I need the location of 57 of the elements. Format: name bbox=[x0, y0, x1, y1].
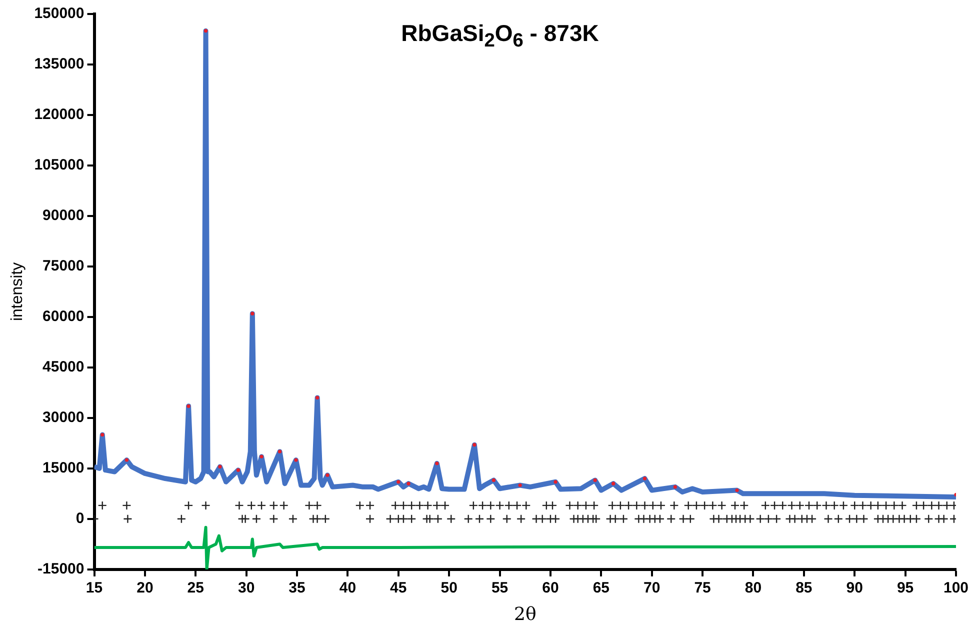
x-tick-label: 85 bbox=[796, 580, 812, 597]
point bbox=[554, 480, 558, 484]
x-tick-label: 40 bbox=[339, 580, 356, 597]
y-tick-label: 90000 bbox=[42, 207, 84, 224]
x-tick-label: 25 bbox=[187, 580, 204, 597]
x-tick-label: 70 bbox=[644, 580, 660, 597]
x-tick-label: 35 bbox=[288, 580, 306, 597]
point bbox=[642, 476, 647, 480]
y-tick-label: 60000 bbox=[42, 308, 84, 326]
point bbox=[326, 473, 330, 477]
y-tick-label: -15000 bbox=[38, 560, 84, 578]
point bbox=[435, 462, 439, 466]
point bbox=[518, 483, 522, 488]
point bbox=[406, 482, 410, 486]
y-tick-label: 30000 bbox=[42, 409, 84, 426]
point bbox=[100, 432, 104, 437]
y-tick-label: 135000 bbox=[34, 56, 84, 73]
point bbox=[236, 468, 240, 472]
point bbox=[294, 458, 298, 462]
point bbox=[260, 454, 264, 458]
point bbox=[250, 312, 254, 316]
x-tick-label: 45 bbox=[390, 580, 407, 597]
point bbox=[218, 464, 222, 469]
chart-title: RbGaSi$_{2}$O$_{6}$ - 873K bbox=[400, 20, 600, 53]
point bbox=[612, 482, 616, 486]
y-tick-label: 120000 bbox=[34, 106, 84, 124]
y-tick-label: 105000 bbox=[34, 156, 84, 174]
point bbox=[396, 480, 400, 484]
x-tick-label: 65 bbox=[592, 580, 610, 597]
point bbox=[124, 458, 128, 462]
x-tick-label: 15 bbox=[86, 580, 103, 597]
point bbox=[472, 443, 476, 447]
y-axis-title: intensity bbox=[9, 262, 26, 322]
x-tick-label: 95 bbox=[896, 580, 914, 597]
x-tick-label: 55 bbox=[491, 580, 508, 597]
point bbox=[278, 450, 282, 454]
y-tick-label: 0 bbox=[76, 510, 84, 528]
x-tick-label: 100 bbox=[943, 580, 969, 597]
x-tick-label: 20 bbox=[136, 580, 154, 597]
x-tick-label: 60 bbox=[542, 580, 559, 597]
y-tick-label: 45000 bbox=[42, 358, 84, 376]
point bbox=[204, 29, 208, 33]
point bbox=[315, 396, 320, 400]
x-tick-label: 50 bbox=[440, 580, 458, 597]
x-tick-label: 80 bbox=[744, 580, 762, 597]
y-tick-label: 150000 bbox=[34, 5, 84, 22]
point bbox=[593, 478, 597, 482]
x-axis-title: 2θ bbox=[514, 604, 536, 625]
x-tick-label: 90 bbox=[846, 580, 863, 597]
x-tick-label: 30 bbox=[238, 580, 255, 597]
point bbox=[735, 488, 739, 492]
point bbox=[186, 404, 190, 408]
y-tick-label: 75000 bbox=[42, 258, 84, 275]
x-tick-label: 75 bbox=[694, 580, 711, 597]
point bbox=[492, 478, 496, 482]
point bbox=[673, 485, 677, 489]
y-tick-label: 15000 bbox=[42, 460, 84, 477]
